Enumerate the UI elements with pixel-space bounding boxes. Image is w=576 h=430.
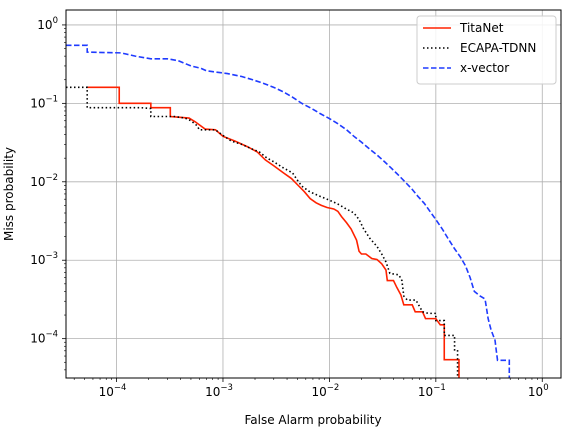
- x-tick-label: 10−1: [418, 383, 446, 399]
- x-tick-label: 10−3: [205, 383, 233, 399]
- legend-label: TitaNet: [459, 21, 504, 35]
- y-tick-label: 10−1: [30, 94, 58, 110]
- plot-series: [66, 44, 511, 378]
- y-tick-label: 10−3: [30, 251, 58, 267]
- legend-box: [416, 15, 557, 85]
- y-tick-label: 100: [37, 16, 58, 32]
- y-tick-label: 10−4: [30, 330, 58, 346]
- axis-ticks: 10−4 10−3 10−2 10−1 100 10−4 10−3 10−2 10−1 100: [30, 16, 548, 399]
- series-line-x-vector: [66, 44, 511, 378]
- series-line-titanet: [87, 86, 460, 378]
- series-line-ecapa-tdnn: [66, 86, 459, 378]
- y-tick-label: 10−2: [30, 173, 58, 189]
- y-axis-label: Miss probability: [2, 147, 16, 241]
- x-tick-label: 10−4: [99, 383, 127, 399]
- legend-label: x-vector: [460, 61, 509, 75]
- legend: TitaNet ECAPA-TDNN x-vector: [416, 15, 557, 85]
- x-tick-label: 10−2: [311, 383, 339, 399]
- legend-label: ECAPA-TDNN: [460, 41, 536, 55]
- x-tick-label: 100: [528, 383, 549, 399]
- x-axis-label: False Alarm probability: [244, 413, 381, 427]
